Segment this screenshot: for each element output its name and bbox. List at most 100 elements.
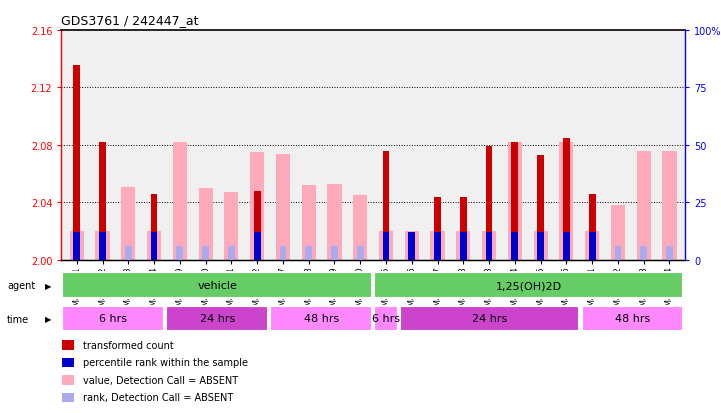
Bar [62, 273, 371, 298]
Bar [224, 193, 239, 260]
Text: 6 hrs: 6 hrs [372, 313, 400, 323]
Text: ▶: ▶ [45, 281, 51, 290]
Bar [434, 197, 441, 260]
Bar [121, 187, 136, 260]
Bar [482, 232, 496, 260]
Bar [563, 138, 570, 260]
Bar [563, 247, 570, 260]
Bar [430, 232, 445, 260]
Bar [399, 306, 580, 331]
Text: 1,25(OH)2D: 1,25(OH)2D [496, 280, 562, 290]
Bar [511, 143, 518, 260]
Text: vehicle: vehicle [198, 280, 237, 290]
Bar [666, 247, 673, 260]
Bar [582, 306, 684, 331]
Bar [99, 247, 106, 260]
Bar [74, 247, 80, 260]
Bar [537, 233, 544, 260]
Text: agent: agent [7, 281, 35, 291]
Bar [373, 306, 397, 331]
Bar [486, 147, 492, 260]
Bar [559, 143, 573, 260]
Text: GDS3761 / 242447_at: GDS3761 / 242447_at [61, 14, 199, 27]
Bar [511, 233, 518, 260]
Text: rank, Detection Call = ABSENT: rank, Detection Call = ABSENT [83, 392, 233, 402]
Bar [537, 156, 544, 260]
Bar [270, 306, 371, 331]
Bar [62, 358, 74, 367]
Bar [254, 192, 260, 260]
Bar [563, 233, 570, 260]
Bar [62, 306, 164, 331]
Bar [589, 233, 596, 260]
Bar [353, 196, 367, 260]
Bar [151, 194, 157, 260]
Bar [434, 247, 441, 260]
Bar [70, 232, 84, 260]
Bar [166, 306, 267, 331]
Bar [250, 153, 264, 260]
Text: 24 hrs: 24 hrs [200, 313, 235, 323]
Bar [408, 233, 415, 260]
Bar [511, 247, 518, 260]
Bar [357, 247, 363, 260]
Bar [74, 65, 80, 260]
Bar [254, 233, 260, 260]
Bar [589, 194, 596, 260]
Text: 48 hrs: 48 hrs [304, 313, 339, 323]
Bar [663, 151, 676, 260]
Bar [62, 375, 74, 385]
Bar [460, 247, 466, 260]
Bar [408, 247, 415, 260]
Text: 6 hrs: 6 hrs [99, 313, 128, 323]
Bar [486, 247, 492, 260]
Bar [62, 341, 74, 350]
Bar [177, 247, 183, 260]
Bar [331, 247, 338, 260]
Bar [383, 247, 389, 260]
Bar [508, 143, 522, 260]
Bar [151, 233, 157, 260]
Bar [151, 247, 157, 260]
Bar [99, 143, 106, 260]
Bar [198, 189, 213, 260]
Bar [276, 154, 290, 260]
Bar [62, 393, 74, 402]
Text: percentile rank within the sample: percentile rank within the sample [83, 358, 248, 368]
Bar [611, 206, 625, 260]
Text: transformed count: transformed count [83, 340, 174, 350]
Bar [99, 233, 106, 260]
Bar [534, 232, 548, 260]
Bar [460, 197, 466, 260]
Bar [327, 184, 342, 260]
Bar [614, 247, 622, 260]
Bar [373, 273, 684, 298]
Bar [147, 232, 162, 260]
Bar [404, 232, 419, 260]
Bar [460, 233, 466, 260]
Bar [383, 233, 389, 260]
Text: 24 hrs: 24 hrs [472, 313, 508, 323]
Bar [173, 143, 187, 260]
Bar [589, 247, 596, 260]
Bar [301, 186, 316, 260]
Bar [383, 151, 389, 260]
Bar [305, 247, 312, 260]
Bar [202, 247, 209, 260]
Bar [280, 247, 286, 260]
Text: time: time [7, 314, 30, 324]
Bar [486, 233, 492, 260]
Bar [585, 232, 599, 260]
Bar [228, 247, 235, 260]
Bar [456, 232, 470, 260]
Bar [640, 247, 647, 260]
Bar [254, 247, 260, 260]
Bar [125, 247, 132, 260]
Text: value, Detection Call = ABSENT: value, Detection Call = ABSENT [83, 375, 238, 385]
Text: 48 hrs: 48 hrs [615, 313, 650, 323]
Text: ▶: ▶ [45, 314, 51, 323]
Bar [95, 232, 110, 260]
Bar [379, 232, 393, 260]
Bar [637, 151, 651, 260]
Bar [537, 247, 544, 260]
